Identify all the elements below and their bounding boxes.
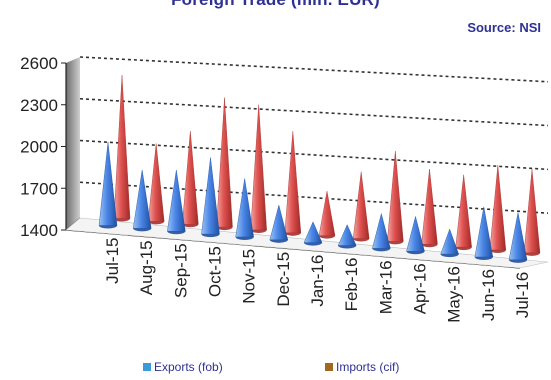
y-tick-label: 2600 — [20, 54, 58, 73]
export-cone — [235, 178, 254, 238]
x-tick-label: Jan-16 — [308, 255, 327, 307]
x-tick-label: Oct-15 — [205, 246, 224, 297]
import-cone — [421, 169, 438, 245]
export-cone — [201, 157, 220, 235]
import-cone — [182, 130, 199, 225]
legend-exports-label: Exports (fob) — [154, 360, 223, 374]
x-tick-label: Jul-16 — [513, 272, 532, 318]
y-tick-label: 2300 — [20, 96, 58, 115]
source-label: Source: NSI — [467, 20, 541, 35]
export-cone — [98, 141, 118, 226]
x-tick-label: Apr-16 — [410, 263, 429, 314]
export-cone — [132, 169, 152, 229]
y-tick-label: 1700 — [20, 179, 58, 198]
x-tick-label: Sep-15 — [171, 243, 190, 298]
export-cone — [474, 206, 494, 258]
legend-imports-label: Imports (cif) — [336, 360, 400, 374]
chart-title: Foreign Trade (mln. EUR) — [0, 0, 551, 10]
legend-exports: Exports (fob) — [143, 360, 223, 374]
export-cone — [167, 169, 186, 232]
import-cone — [523, 169, 541, 254]
gridlines — [79, 56, 549, 214]
import-cone — [284, 131, 302, 234]
export-cone — [337, 224, 357, 246]
import-cone — [318, 191, 336, 236]
x-tick-label: Dec-15 — [274, 252, 293, 307]
x-tick-label: Jun-16 — [479, 269, 498, 321]
import-cone — [455, 174, 472, 248]
side-wall — [66, 57, 80, 230]
x-axis-labels: Jul-15 Aug-15 Sep-15 Oct-15 Nov-15 Dec-15 Jan-… — [103, 238, 532, 323]
gridline — [79, 97, 549, 127]
x-tick-label: Nov-15 — [240, 249, 259, 304]
y-axis-ticks: 1400 1700 2000 2300 2600 — [20, 54, 66, 240]
import-cone — [352, 171, 370, 239]
chart-marks — [98, 75, 541, 263]
export-cone — [303, 221, 323, 243]
import-cone — [113, 75, 131, 219]
export-cone — [372, 212, 391, 249]
legend-exports-swatch — [143, 363, 151, 371]
x-tick-label: Mar-16 — [376, 260, 395, 314]
x-tick-label: Feb-16 — [342, 258, 361, 312]
x-tick-label: Aug-15 — [137, 240, 156, 295]
legend-imports: Imports (cif) — [325, 360, 399, 374]
y-tick-label: 2000 — [20, 138, 58, 157]
export-cone — [269, 204, 289, 241]
export-cone — [508, 212, 528, 261]
x-tick-label: Jul-15 — [103, 238, 122, 284]
gridline — [79, 56, 549, 83]
gridline — [79, 139, 549, 171]
import-cone — [250, 104, 267, 231]
import-cone — [147, 143, 165, 222]
y-tick-label: 1400 — [20, 221, 58, 240]
export-cone — [440, 228, 459, 255]
import-cone — [216, 97, 233, 228]
import-cone — [387, 150, 404, 242]
import-cone — [489, 165, 507, 251]
legend-imports-swatch — [325, 363, 333, 371]
x-tick-label: May-16 — [445, 266, 464, 323]
export-cone — [406, 215, 425, 252]
